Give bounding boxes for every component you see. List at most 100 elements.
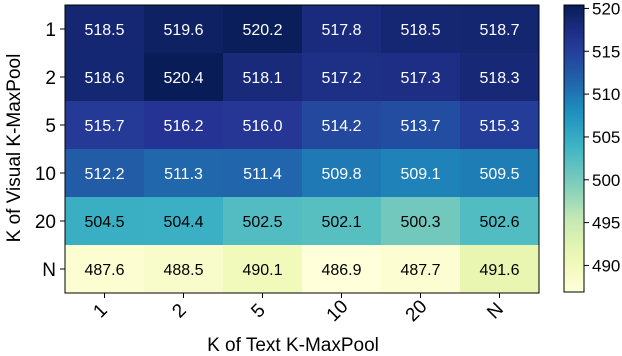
cell-value-label: 486.9 (321, 262, 361, 279)
heatmap-cell (460, 245, 540, 294)
heatmap-cell (460, 53, 540, 102)
cell-value-label: 520.2 (242, 22, 282, 39)
heatmap-cell (144, 245, 224, 294)
cell-value-label: 518.5 (400, 22, 440, 39)
colorbar-gradient (563, 4, 585, 293)
x-tick-label: 1 (89, 300, 111, 322)
cell-value-label: 504.5 (84, 214, 124, 231)
cell-value-label: 518.6 (84, 70, 124, 87)
heatmap-cell (65, 53, 145, 102)
x-axis: 1 2 5 10 20 N (89, 293, 508, 326)
cell-value-label: 512.2 (84, 166, 124, 183)
y-tick-label: 10 (35, 164, 56, 185)
cell-value-label: 509.5 (479, 166, 519, 183)
x-tick-label: 20 (402, 296, 432, 326)
heatmap-cell (223, 53, 303, 102)
heatmap-cell (223, 245, 303, 294)
heatmap-cells (64, 4, 540, 294)
heatmap-cell (65, 149, 145, 198)
colorbar-tick-label: 490 (592, 256, 620, 275)
cell-value-label: 518.1 (242, 70, 282, 87)
heatmap-cell (223, 101, 303, 150)
cell-value-label: 518.5 (84, 22, 124, 39)
y-axis: 1 2 5 10 20 N (35, 20, 65, 281)
heatmap-cell (302, 149, 382, 198)
y-tick-label: 2 (45, 68, 56, 89)
cell-value-label: 517.3 (400, 70, 440, 87)
heatmap-cell (460, 149, 540, 198)
cell-value-label: 517.8 (321, 22, 361, 39)
heatmap-cell (65, 101, 145, 150)
cell-value-label: 504.4 (163, 214, 203, 231)
heatmap-cell (381, 101, 461, 150)
plot-frame (64, 4, 540, 294)
cell-value-label: 509.8 (321, 166, 361, 183)
cell-value-label: 518.7 (479, 22, 519, 39)
cell-value-label: 517.2 (321, 70, 361, 87)
cell-value-label: 518.3 (479, 70, 519, 87)
heatmap-cell (381, 53, 461, 102)
cell-value-label: 500.3 (400, 214, 440, 231)
heatmap-cell (223, 5, 303, 54)
y-tick-label: 20 (35, 212, 56, 233)
heatmap-cell (144, 197, 224, 246)
cell-value-label: 509.1 (400, 166, 440, 183)
cell-value-label: 491.6 (479, 262, 519, 279)
x-tick-label: 10 (323, 296, 353, 326)
cell-value-label: 487.7 (400, 262, 440, 279)
heatmap-cell (65, 5, 145, 54)
heatmap-cell (302, 245, 382, 294)
heatmap-cell (302, 53, 382, 102)
x-tick-label: 5 (247, 300, 269, 322)
heatmap-cell (381, 149, 461, 198)
y-tick-label: 1 (45, 20, 56, 41)
heatmap-cell (381, 197, 461, 246)
x-axis-label: K of Text K-MaxPool (207, 335, 379, 356)
colorbar: 490 495 500 505 510 515 520 (563, 0, 620, 293)
y-axis-label: K of Visual K-MaxPool (4, 54, 25, 243)
colorbar-tick-label: 505 (592, 128, 620, 147)
cell-value-label: 502.5 (242, 214, 282, 231)
heatmap-cell (65, 245, 145, 294)
cell-value-label: 502.1 (321, 214, 361, 231)
heatmap-cell (144, 5, 224, 54)
heatmap-cell (65, 197, 145, 246)
colorbar-tick-label: 500 (592, 171, 620, 190)
cell-value-label: 511.4 (243, 166, 282, 183)
cell-value-label: 487.6 (84, 262, 124, 279)
cell-value-label: 519.6 (163, 22, 203, 39)
colorbar-tick-label: 510 (592, 85, 620, 104)
x-tick-label: N (483, 299, 508, 324)
cell-value-label: 488.5 (163, 262, 203, 279)
heatmap-cell (460, 197, 540, 246)
heatmap-cell (381, 245, 461, 294)
cell-value-label: 520.4 (163, 70, 203, 87)
heatmap-cell (460, 5, 540, 54)
heatmap-cell (302, 101, 382, 150)
cell-value-label: 516.2 (163, 118, 203, 135)
cell-value-label: 490.1 (242, 262, 282, 279)
cell-value-label: 513.7 (400, 118, 440, 135)
heatmap-cell (460, 101, 540, 150)
colorbar-tick-label: 520 (592, 0, 620, 18)
cell-value-label: 502.6 (479, 214, 519, 231)
heatmap-cell (381, 5, 461, 54)
heatmap-cell (302, 5, 382, 54)
heatmap-cell (144, 101, 224, 150)
x-tick-label: 2 (168, 300, 190, 322)
y-tick-label: 5 (45, 116, 56, 137)
heatmap-cell (223, 149, 303, 198)
y-tick-label: N (42, 260, 56, 281)
heatmap-cell (302, 197, 382, 246)
colorbar-tick-label: 495 (592, 214, 620, 233)
heatmap-cell (144, 149, 224, 198)
cell-value-label: 516.0 (242, 118, 282, 135)
heatmap-cell (223, 197, 303, 246)
cell-value-label: 511.3 (164, 166, 203, 183)
heatmap-cell-labels: 518.5 519.6 520.2 517.8 518.5 518.7 518.6 520.4… (84, 22, 519, 279)
colorbar-tick-label: 515 (592, 42, 620, 61)
cell-value-label: 514.2 (321, 118, 361, 135)
cell-value-label: 515.3 (479, 118, 519, 135)
cell-value-label: 515.7 (84, 118, 124, 135)
